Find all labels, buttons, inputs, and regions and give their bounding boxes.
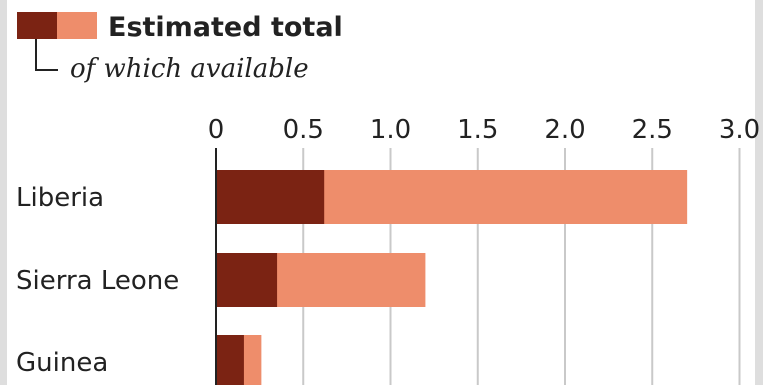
left-border-strip <box>0 0 7 385</box>
x-tick-label: 3.0 <box>719 115 760 145</box>
category-labels: Liberia Sierra Leone Guinea <box>16 183 179 378</box>
x-axis-ticks: 0 0.5 1.0 1.5 2.0 2.5 3.0 <box>208 115 760 145</box>
x-tick-label: 1.0 <box>370 115 411 145</box>
legend: Estimated total of which available <box>17 12 343 84</box>
x-tick-label: 2.5 <box>632 115 673 145</box>
right-border-strip <box>755 0 763 385</box>
bars <box>216 170 688 385</box>
legend-swatch-total <box>57 12 97 39</box>
bar-available <box>216 253 278 307</box>
legend-connector <box>35 39 58 71</box>
legend-swatch-available <box>17 12 57 39</box>
bar-available <box>216 335 244 385</box>
legend-label-total: Estimated total <box>108 12 343 43</box>
x-tick-label: 0.5 <box>283 115 324 145</box>
x-tick-label: 1.5 <box>457 115 498 145</box>
category-label: Guinea <box>16 348 108 378</box>
legend-label-available: of which available <box>70 54 309 84</box>
x-tick-label: 2.0 <box>544 115 585 145</box>
bar-available <box>216 170 325 224</box>
x-tick-label: 0 <box>208 115 225 145</box>
category-label: Liberia <box>16 183 104 213</box>
category-label: Sierra Leone <box>16 266 179 296</box>
